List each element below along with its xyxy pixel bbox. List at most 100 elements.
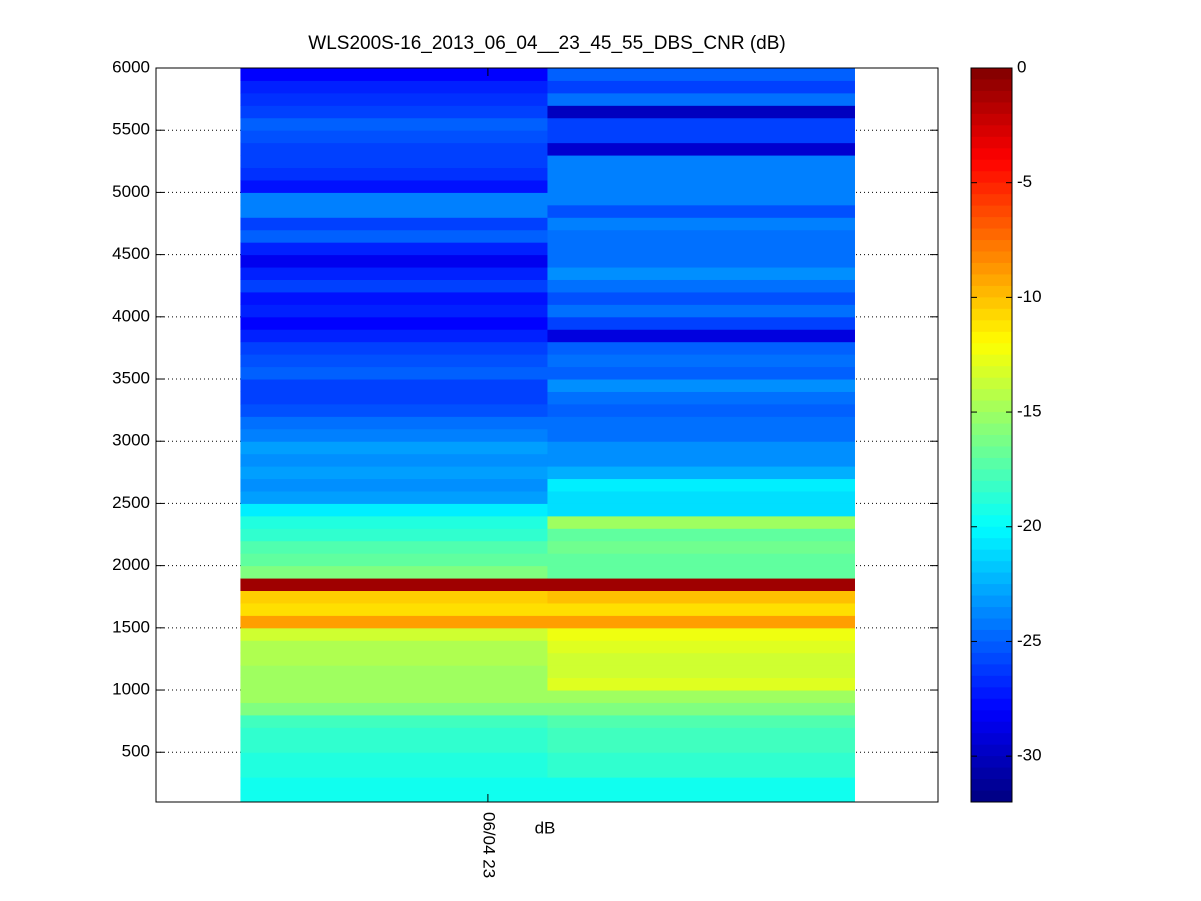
heatmap-cell — [240, 155, 548, 169]
heatmap-cell — [547, 714, 855, 728]
y-tick-label: 4500 — [112, 244, 150, 263]
y-tick-label: 1000 — [112, 680, 150, 699]
heatmap-cell — [547, 316, 855, 330]
heatmap-cell — [240, 229, 548, 243]
heatmap-cell — [240, 142, 548, 156]
colorbar-step — [971, 756, 1012, 769]
colorbar-step — [971, 526, 1012, 539]
y-tick-label: 6000 — [112, 57, 150, 76]
heatmap-cell — [240, 354, 548, 368]
heatmap-cell — [240, 702, 548, 716]
heatmap-cell — [240, 515, 548, 529]
heatmap-cell — [240, 714, 548, 728]
colorbar-step — [971, 125, 1012, 138]
colorbar-step — [971, 331, 1012, 344]
heatmap-cell — [240, 279, 548, 293]
heatmap-cell — [547, 117, 855, 131]
heatmap-cell — [547, 155, 855, 169]
colorbar-step — [971, 102, 1012, 115]
y-tick-label: 3500 — [112, 369, 150, 388]
heatmap-cell — [547, 565, 855, 579]
x-tick-label: 06/04 23 — [479, 812, 498, 878]
colorbar-step — [971, 779, 1012, 792]
colorbar-step — [971, 457, 1012, 470]
heatmap-cell — [547, 341, 855, 355]
heatmap-cell — [240, 590, 548, 604]
colorbar-step — [971, 182, 1012, 195]
colorbar-step — [971, 480, 1012, 493]
heatmap-cell — [547, 217, 855, 231]
heatmap-cell — [240, 677, 548, 691]
heatmap-cell — [240, 789, 548, 803]
colorbar-step — [971, 90, 1012, 103]
colorbar-step — [971, 354, 1012, 367]
colorbar-step — [971, 767, 1012, 780]
heatmap-cell — [547, 204, 855, 218]
heatmap-cell — [547, 553, 855, 567]
heatmap-cell — [547, 416, 855, 430]
colorbar-step — [971, 561, 1012, 574]
heatmap-cell — [547, 652, 855, 666]
colorbar-step — [971, 285, 1012, 298]
heatmap-cell — [547, 142, 855, 156]
heatmap-cell — [547, 366, 855, 380]
chart-title: WLS200S-16_2013_06_04__23_45_55_DBS_CNR … — [308, 33, 785, 54]
heatmap-cell — [240, 403, 548, 417]
heatmap-cell — [547, 665, 855, 679]
heatmap-cell — [240, 490, 548, 504]
heatmap-cell — [240, 366, 548, 380]
heatmap-cell — [240, 192, 548, 206]
heatmap-cell — [547, 354, 855, 368]
y-tick-label: 3000 — [112, 431, 150, 450]
heatmap-cell — [240, 130, 548, 144]
heatmap-cell — [240, 179, 548, 193]
heatmap-cell — [240, 117, 548, 131]
heatmap-cell — [240, 565, 548, 579]
heatmap-cell — [240, 204, 548, 218]
heatmap-cell — [547, 80, 855, 94]
y-tick-label: 500 — [122, 742, 150, 761]
y-tick-label: 5000 — [112, 182, 150, 201]
heatmap-cell — [547, 304, 855, 318]
colorbar-step — [971, 343, 1012, 356]
colorbar-label: -10 — [1017, 287, 1042, 306]
heatmap-cell — [240, 167, 548, 181]
colorbar-step — [971, 217, 1012, 230]
heatmap-cell — [240, 727, 548, 741]
heatmap-cell — [547, 540, 855, 554]
colorbar-step — [971, 274, 1012, 287]
heatmap-cell — [240, 304, 548, 318]
heatmap-cell — [240, 453, 548, 467]
heatmap-cell — [240, 105, 548, 119]
colorbar-step — [971, 515, 1012, 528]
colorbar-step — [971, 400, 1012, 413]
heatmap-cell — [547, 254, 855, 268]
heatmap-cell — [240, 316, 548, 330]
colorbar-step — [971, 492, 1012, 505]
colorbar-step — [971, 389, 1012, 402]
colorbar-step — [971, 194, 1012, 207]
colorbar-step — [971, 412, 1012, 425]
heatmap-cell — [240, 690, 548, 703]
y-tick-label: 4000 — [112, 306, 150, 325]
heatmap-cell — [547, 105, 855, 119]
colorbar-step — [971, 790, 1012, 803]
heatmap-cell — [547, 242, 855, 256]
colorbar-step — [971, 159, 1012, 172]
heatmap-cell — [240, 478, 548, 492]
heatmap-cell — [240, 540, 548, 554]
colorbar-step — [971, 584, 1012, 597]
heatmap-cell — [547, 528, 855, 542]
heatmap-cell — [240, 640, 548, 654]
heatmap-cell — [240, 416, 548, 430]
colorbar-label: -15 — [1017, 402, 1042, 421]
heatmap-cell — [240, 739, 548, 753]
heatmap-cell — [240, 391, 548, 405]
colorbar-step — [971, 469, 1012, 482]
heatmap-cell — [240, 242, 548, 256]
colorbar-step — [971, 320, 1012, 333]
colorbar-step — [971, 572, 1012, 585]
heatmap-cell — [240, 578, 548, 592]
colorbar-step — [971, 79, 1012, 92]
heatmap-cell — [240, 68, 548, 81]
